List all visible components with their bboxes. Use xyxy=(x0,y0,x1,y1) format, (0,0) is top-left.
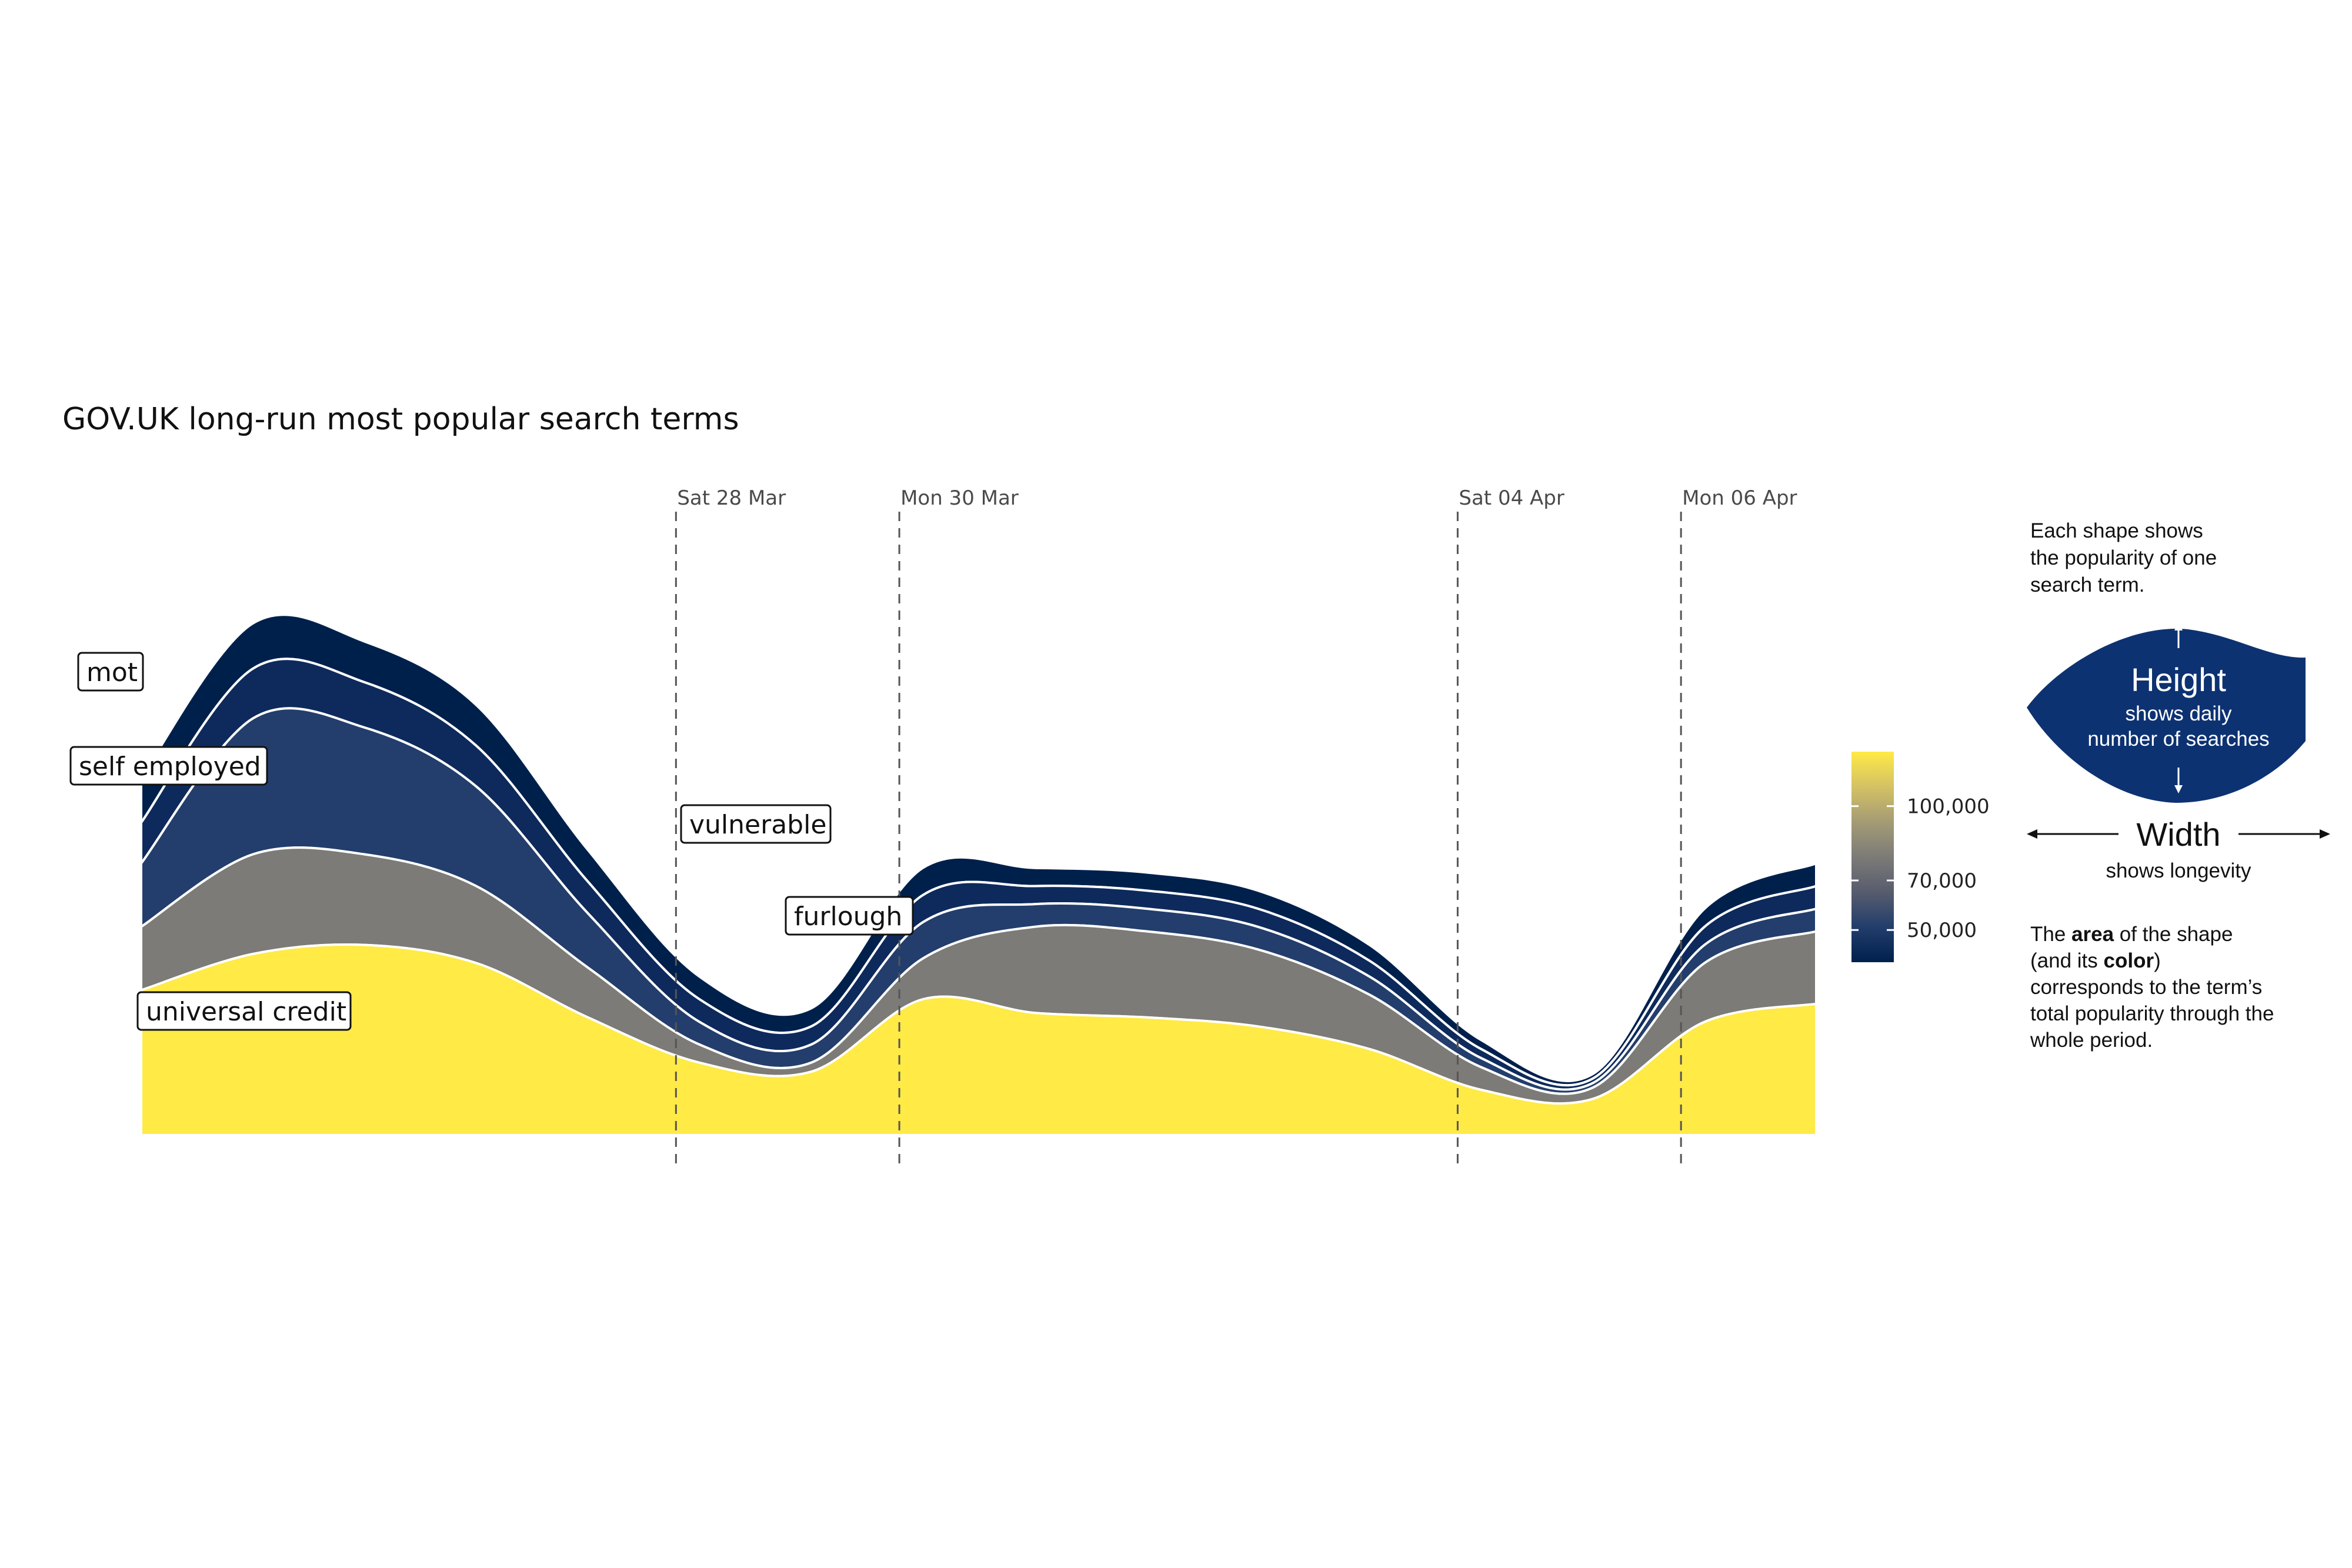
explainer-shape xyxy=(2027,629,2306,803)
explainer-area-text: The area of the shape (and its color) corr… xyxy=(2030,923,2274,1052)
date-markers: Sat 28 Mar Mon 30 Mar Sat 04 Apr Mon 06 Apr xyxy=(675,486,1797,1167)
explainer-area-line: whole period. xyxy=(2030,1029,2153,1052)
stream-universal-credit xyxy=(140,943,1817,1136)
height-title: Height xyxy=(2131,661,2226,698)
legend-ticks: 100,000 70,000 50,000 xyxy=(1851,795,1990,942)
term-label-box xyxy=(785,896,914,936)
height-sub-1: shows daily xyxy=(2126,702,2232,725)
term-labels: mot self employed vulnerable furlough univer… xyxy=(69,652,914,1031)
legend-tick-label: 100,000 xyxy=(1907,795,1990,819)
explainer-area-line: total popularity through the xyxy=(2030,1002,2274,1025)
height-sub-2: number of searches xyxy=(2087,728,2269,750)
explainer-intro-3: search term. xyxy=(2030,573,2145,596)
date-marker-label: Mon 06 Apr xyxy=(1682,486,1797,510)
width-arrow-right-icon xyxy=(2238,829,2330,839)
date-marker-label: Sat 04 Apr xyxy=(1459,486,1564,510)
height-arrow-down-icon xyxy=(2174,768,2183,793)
width-arrow-left-icon xyxy=(2027,829,2119,839)
legend-tick-label: 50,000 xyxy=(1907,919,1977,942)
chart-title: GOV.UK long-run most popular search term… xyxy=(62,402,739,437)
date-marker-label: Sat 28 Mar xyxy=(677,486,786,510)
height-arrow-up-icon xyxy=(2174,622,2183,648)
term-label-universal-credit: universal credit xyxy=(146,997,346,1027)
term-label-box xyxy=(69,746,268,786)
explainer-intro-1: Each shape shows xyxy=(2030,519,2203,542)
stream-layers xyxy=(140,613,1817,1136)
width-sub: shows longevity xyxy=(2106,859,2251,882)
term-label-self-employed: self employed xyxy=(79,752,261,782)
term-label-box xyxy=(136,991,352,1031)
legend-colorbar xyxy=(1851,752,1894,962)
term-label-box xyxy=(77,652,144,692)
color-legend: 100,000 70,000 50,000 xyxy=(1851,752,1990,962)
explainer-area-line: The area of the shape xyxy=(2030,923,2233,946)
width-title: Width xyxy=(2136,816,2220,853)
term-label-box xyxy=(680,804,832,844)
term-label-mot: mot xyxy=(86,658,138,688)
explainer-area-line: (and its color) xyxy=(2030,949,2161,972)
term-label-vulnerable: vulnerable xyxy=(689,810,826,840)
explainer-intro-2: the popularity of one xyxy=(2030,546,2217,569)
legend-tick-label: 70,000 xyxy=(1907,869,1977,893)
term-label-furlough: furlough xyxy=(794,902,902,932)
explainer-panel: Each shape shows the popularity of one s… xyxy=(2027,519,2330,1052)
date-marker-label: Mon 30 Mar xyxy=(900,486,1019,510)
explainer-area-line: corresponds to the term’s xyxy=(2030,976,2262,999)
